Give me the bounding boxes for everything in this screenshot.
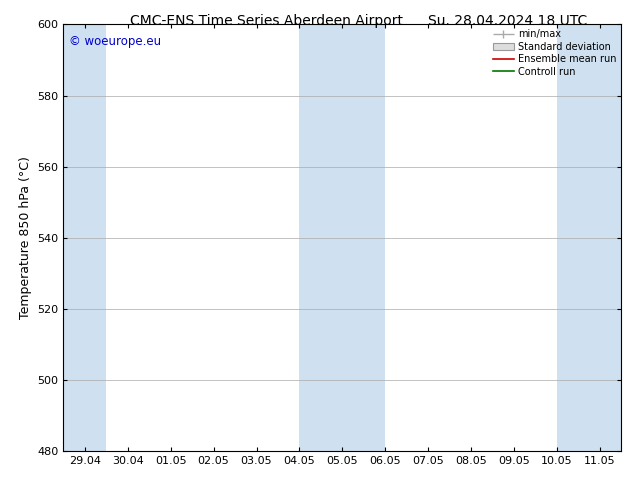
Bar: [299, 24, 385, 451]
Bar: [63, 24, 107, 451]
Legend: min/max, Standard deviation, Ensemble mean run, Controll run: min/max, Standard deviation, Ensemble me…: [491, 27, 618, 78]
Text: Su. 28.04.2024 18 UTC: Su. 28.04.2024 18 UTC: [427, 14, 587, 28]
Text: © woeurope.eu: © woeurope.eu: [69, 35, 161, 48]
Bar: [557, 24, 621, 451]
Y-axis label: Temperature 850 hPa (°C): Temperature 850 hPa (°C): [19, 156, 32, 319]
Text: CMC-ENS Time Series Aberdeen Airport: CMC-ENS Time Series Aberdeen Airport: [130, 14, 403, 28]
